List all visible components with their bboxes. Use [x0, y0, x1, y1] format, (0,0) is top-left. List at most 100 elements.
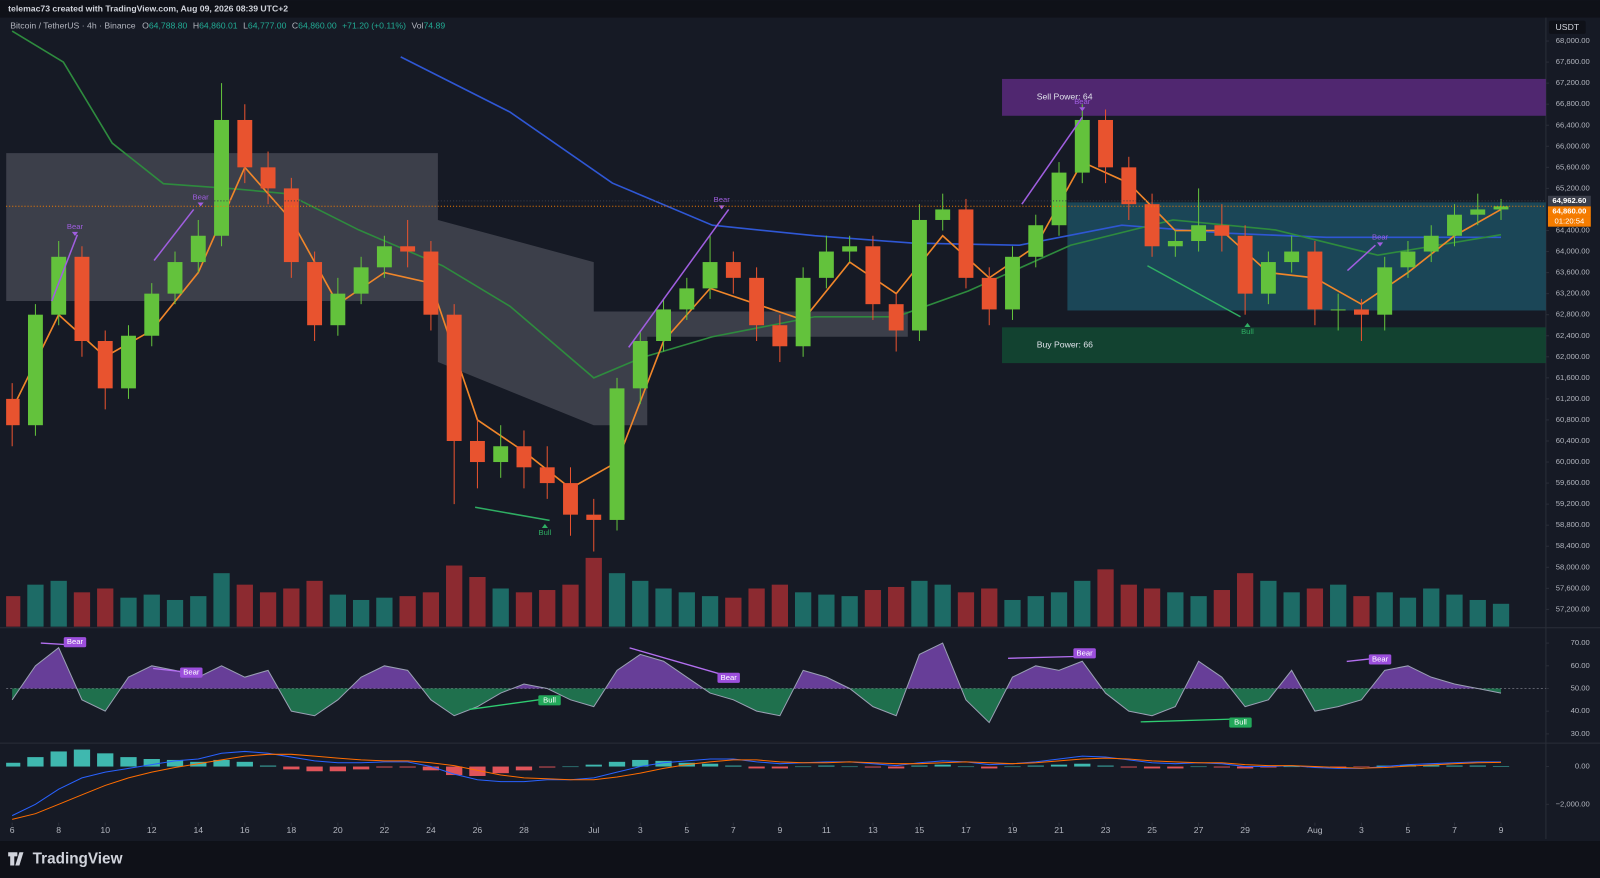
volume-bar — [957, 592, 975, 627]
divergence-line — [1021, 116, 1083, 205]
volume-bar — [864, 590, 882, 627]
x-tick-label: 23 — [1101, 825, 1111, 835]
histogram-bar — [492, 766, 509, 774]
y-tick-label: 62,800.00 — [1556, 310, 1590, 319]
signal-label: Bull — [543, 695, 556, 704]
histogram-bar — [957, 766, 975, 768]
histogram-bar — [818, 765, 835, 767]
signal-label: Bear — [1074, 97, 1091, 106]
volume-bar — [376, 597, 393, 627]
volume-bar — [748, 588, 765, 627]
histogram-bar — [259, 765, 277, 767]
candle-body — [1330, 309, 1346, 311]
x-tick-label: 22 — [380, 825, 390, 835]
volume-bar — [888, 586, 905, 627]
x-tick-label: 6 — [10, 825, 15, 835]
candle-body — [818, 251, 834, 278]
candle-body — [516, 446, 532, 468]
candle-body — [911, 219, 927, 331]
histogram-bar — [399, 766, 416, 768]
candle-body — [1098, 119, 1113, 168]
volume-bar — [1097, 569, 1114, 627]
x-tick-label: 24 — [426, 825, 436, 835]
volume-bar — [97, 588, 114, 627]
signal-label: Bear — [67, 637, 84, 646]
histogram-bar — [1120, 766, 1137, 768]
histogram-bar — [213, 759, 230, 767]
candle-body — [749, 277, 765, 326]
candle-body — [679, 288, 695, 310]
histogram-bar — [376, 766, 393, 768]
candle-body — [888, 304, 904, 331]
attribution: telemac73 created with TradingView.com, … — [8, 4, 288, 14]
signal-marker — [541, 523, 548, 528]
signal-label: Bear — [67, 222, 84, 231]
volume-bar — [73, 592, 91, 627]
pane — [6, 749, 1510, 820]
signal-box — [1368, 654, 1392, 665]
y-tick-label: 63,200.00 — [1556, 289, 1590, 298]
candle-body — [1005, 256, 1020, 310]
volume-bar — [259, 592, 277, 627]
volume-bar — [6, 596, 21, 627]
volume-bar — [794, 592, 812, 627]
histogram-bar — [143, 758, 160, 767]
volume-bar — [771, 584, 789, 627]
candle-body — [237, 119, 253, 168]
candle-body — [702, 262, 718, 289]
histogram-bar — [1492, 765, 1510, 767]
candle-body — [260, 167, 276, 189]
divergence-line — [51, 234, 79, 302]
volume-bar — [1074, 580, 1091, 627]
logo: TradingView — [8, 850, 123, 867]
candle-body — [283, 188, 299, 263]
volume-bar — [562, 584, 579, 627]
candle-body — [725, 262, 741, 278]
divergence-line — [1147, 265, 1241, 318]
candle-body — [1284, 251, 1300, 263]
signal-label: Bear — [183, 668, 200, 677]
currency-box — [1548, 20, 1586, 34]
candle-body — [121, 335, 136, 389]
ohlc-value: 64,860.01 — [199, 21, 238, 31]
divergence-line — [628, 208, 730, 348]
candle-body — [1470, 209, 1486, 215]
histogram-bar — [771, 766, 789, 769]
y-tick-label: 60.00 — [1571, 661, 1590, 670]
histogram-bar — [1190, 766, 1207, 768]
candle-body — [6, 398, 20, 426]
histogram-bar — [1353, 766, 1370, 768]
ohlc-key: H — [193, 21, 199, 31]
candle-body — [1028, 225, 1044, 257]
volume-bar — [1004, 599, 1021, 627]
histogram-bar — [911, 765, 928, 767]
countdown: 01:20:54 — [1555, 217, 1585, 226]
divergence-line — [1140, 718, 1241, 723]
volume-bar — [492, 588, 509, 627]
y-tick-label: 64,400.00 — [1556, 226, 1590, 235]
histogram-bar — [1074, 763, 1091, 767]
candle-body — [1353, 309, 1369, 315]
y-tick-label: 63,600.00 — [1556, 268, 1590, 277]
countdown-tag — [1547, 216, 1591, 227]
y-tick-label: 62,000.00 — [1556, 352, 1590, 361]
volume-bar — [399, 596, 416, 627]
signal-box — [1073, 648, 1096, 659]
histogram-bar — [27, 757, 44, 767]
change: +71.20 (+0.11%) — [342, 21, 406, 31]
logo-text: TradingView — [33, 850, 123, 867]
signal-box — [180, 667, 203, 678]
y-tick-label: 57,600.00 — [1556, 583, 1590, 592]
cloud — [6, 153, 908, 426]
y-tick-label: 61,200.00 — [1556, 394, 1590, 403]
volume-bar — [934, 584, 951, 627]
volume-bar — [1143, 588, 1161, 627]
signal-marker — [1079, 107, 1086, 112]
candle-body — [97, 341, 113, 389]
y-tick-label: 64,000.00 — [1556, 247, 1590, 256]
signal-marker — [1244, 322, 1251, 327]
x-tick-label: 19 — [1008, 825, 1018, 835]
legend: Bitcoin / TetherUS · 4h · Binance O64,78… — [10, 21, 445, 31]
